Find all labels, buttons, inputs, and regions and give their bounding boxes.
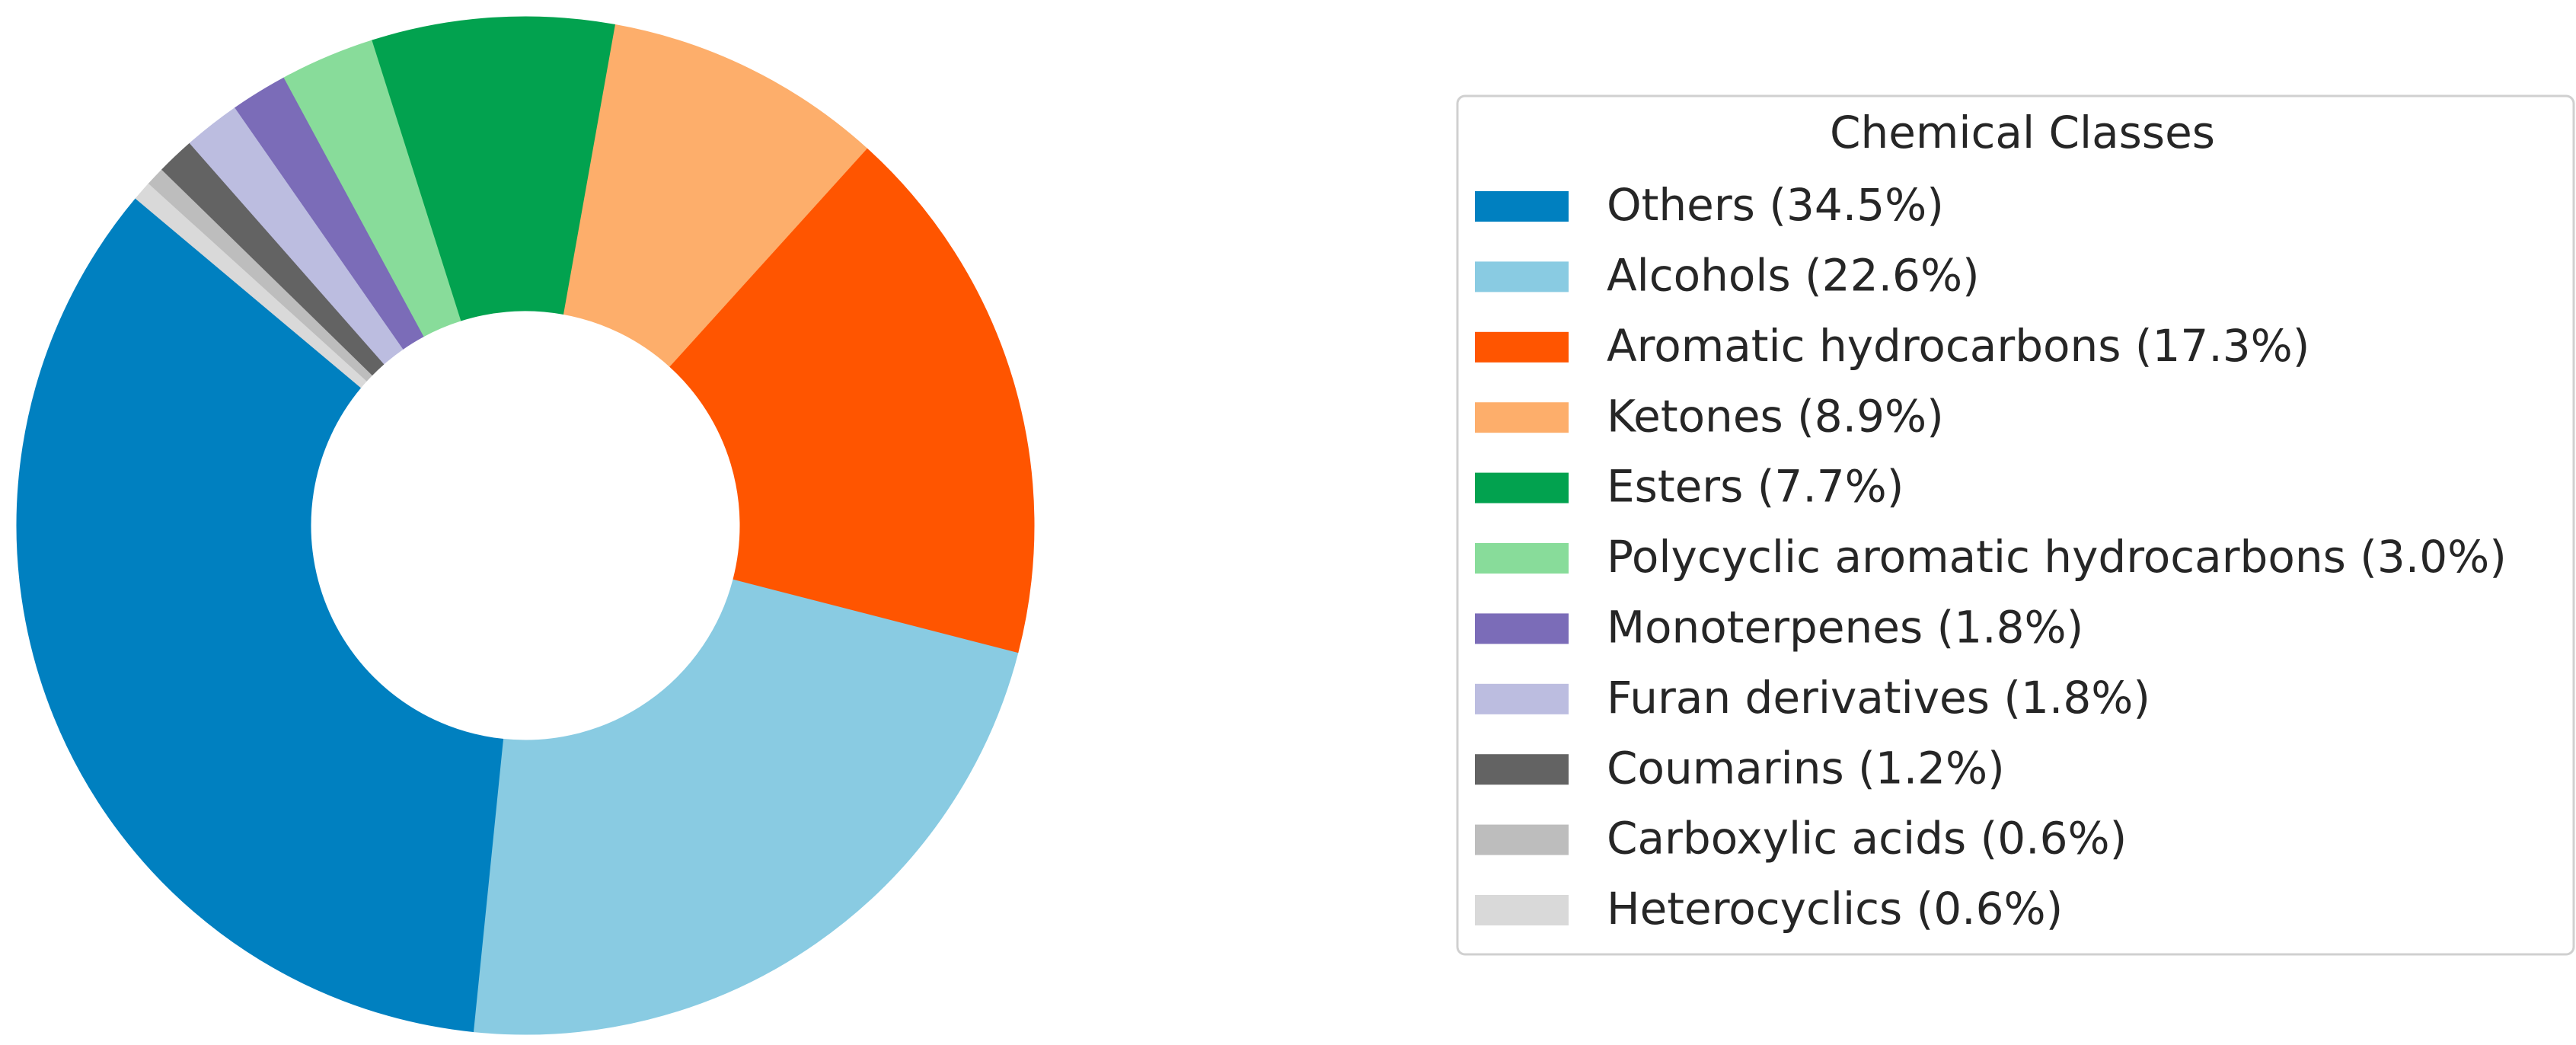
legend-swatch — [1475, 543, 1569, 574]
legend-box — [1456, 94, 2575, 956]
wedge — [473, 578, 1019, 1035]
wedge — [562, 24, 868, 367]
legend-label: Aromatic hydrocarbons (17.3%) — [1607, 320, 2309, 372]
legend-label: Furan derivatives (1.8%) — [1607, 672, 2150, 724]
legend-swatch — [1475, 402, 1569, 433]
legend-swatch — [1475, 824, 1569, 855]
legend-title: Chemical Classes — [1830, 107, 2215, 158]
legend-swatch — [1475, 683, 1569, 714]
legend-label: Monoterpenes (1.8%) — [1607, 602, 2083, 654]
legend-swatch — [1475, 613, 1569, 644]
legend-label: Ketones (8.9%) — [1607, 390, 1944, 442]
legend-swatch — [1475, 331, 1569, 363]
legend-label: Heterocyclics (0.6%) — [1607, 883, 2063, 935]
legend-label: Polycyclic aromatic hydrocarbons (3.0%) — [1607, 531, 2507, 583]
legend-label: Alcohols (22.6%) — [1607, 250, 1980, 302]
legend-swatch — [1475, 472, 1569, 503]
legend-label: Esters (7.7%) — [1607, 461, 1904, 513]
wedge — [135, 183, 367, 388]
wedge — [371, 16, 615, 321]
legend-swatch — [1475, 895, 1569, 925]
legend-swatch — [1475, 261, 1569, 292]
wedge — [16, 197, 505, 1033]
wedge — [669, 148, 1035, 654]
legend-swatch — [1475, 191, 1569, 222]
legend-swatch — [1475, 754, 1569, 785]
legend-label: Carboxylic acids (0.6%) — [1607, 813, 2127, 864]
legend-label: Coumarins (1.2%) — [1607, 742, 2005, 794]
legend-label: Others (34.5%) — [1607, 179, 1944, 231]
